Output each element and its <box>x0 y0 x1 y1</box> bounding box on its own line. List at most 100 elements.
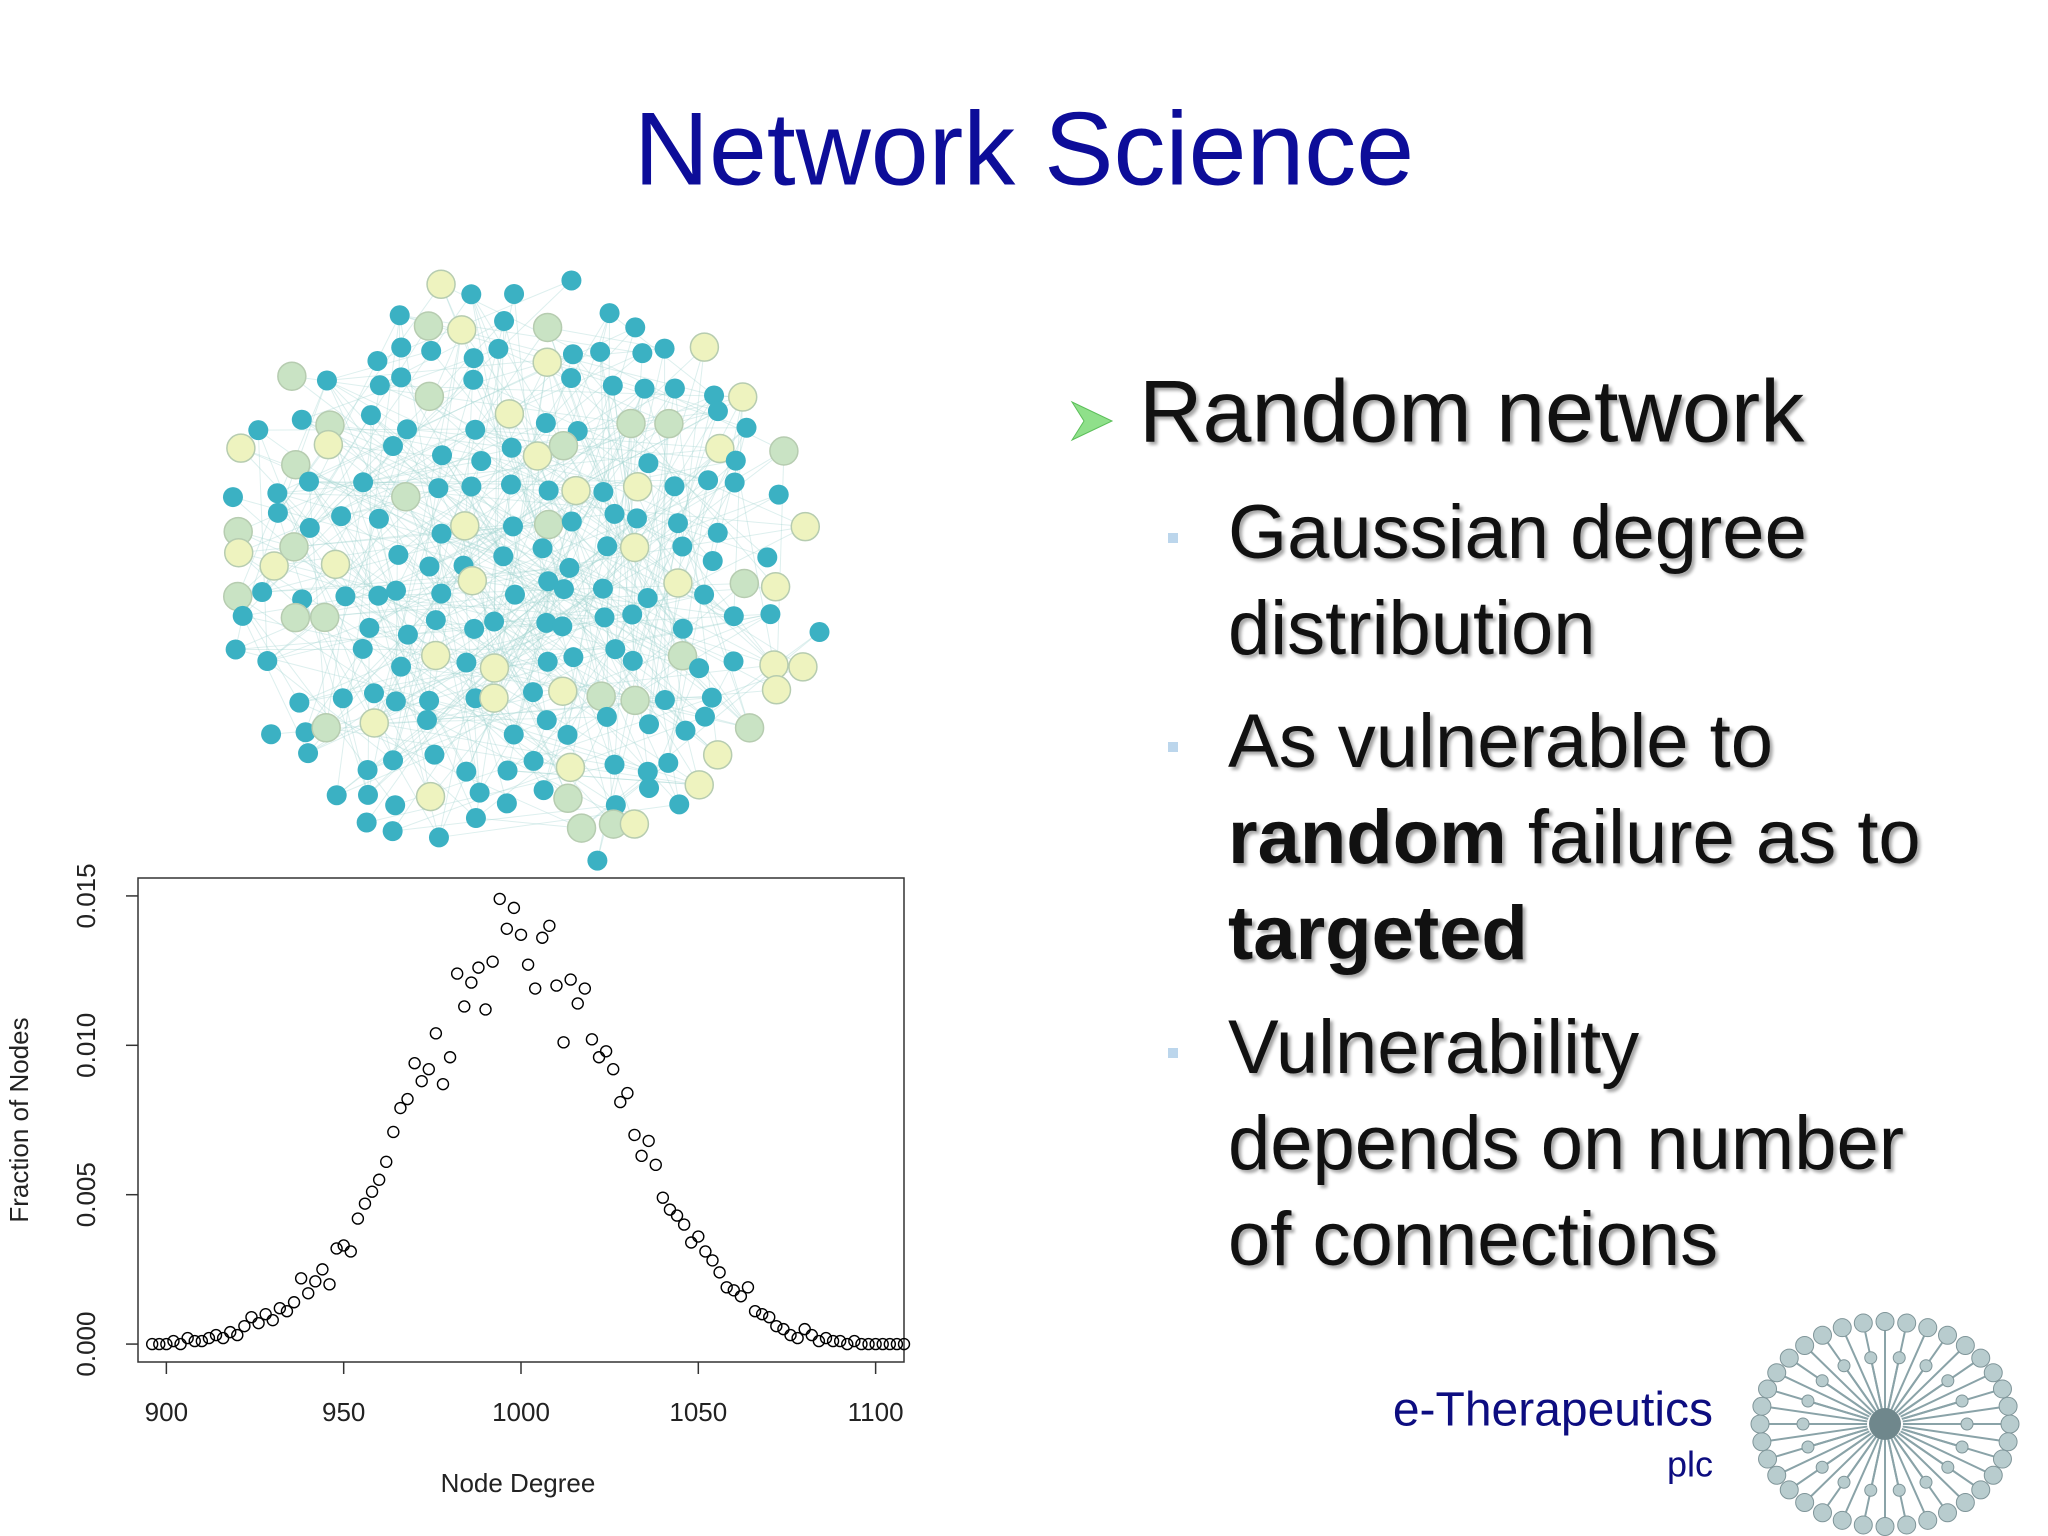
point <box>486 955 499 968</box>
node <box>538 571 559 592</box>
point <box>791 1331 804 1345</box>
edge <box>273 325 429 567</box>
point <box>231 1328 244 1342</box>
edge <box>257 430 268 662</box>
edge <box>405 496 442 594</box>
edge <box>307 616 605 754</box>
node <box>522 682 543 703</box>
point <box>266 1313 279 1327</box>
node <box>702 551 723 572</box>
edge <box>648 423 670 725</box>
node <box>456 652 477 673</box>
node <box>359 617 380 638</box>
edge <box>326 380 636 701</box>
node <box>479 653 510 683</box>
node <box>421 340 442 361</box>
node <box>761 675 792 705</box>
logo-spoke <box>1807 1400 1869 1420</box>
logo-dot <box>1892 1483 1906 1497</box>
point <box>252 1316 265 1330</box>
point <box>876 1337 889 1351</box>
edge <box>277 492 406 498</box>
logo-spoke <box>1898 1379 1949 1416</box>
node <box>320 549 351 580</box>
logo-spoke <box>1803 1344 1875 1414</box>
node <box>479 683 509 713</box>
node <box>620 685 650 716</box>
node <box>654 408 684 439</box>
node <box>464 618 485 639</box>
node <box>502 516 523 537</box>
point <box>344 1245 357 1258</box>
node <box>592 578 613 599</box>
text-run: As vulnerable to <box>1228 699 1773 784</box>
node <box>619 809 650 839</box>
logo-dot <box>1955 1440 1969 1454</box>
node <box>561 475 591 506</box>
edge <box>648 462 709 481</box>
node <box>599 303 620 324</box>
edge <box>704 631 820 718</box>
edge <box>648 667 700 789</box>
node <box>536 612 557 633</box>
edge <box>614 347 705 650</box>
logo-dot <box>1801 1440 1815 1454</box>
node <box>295 722 316 743</box>
point <box>819 1331 833 1345</box>
point <box>323 1278 336 1291</box>
node <box>638 453 659 474</box>
edge <box>329 424 472 487</box>
node <box>622 604 643 625</box>
edge <box>378 329 463 519</box>
logo-dot <box>1971 1480 1991 1500</box>
node <box>419 690 440 711</box>
point <box>387 1125 400 1139</box>
node <box>559 557 580 578</box>
node <box>597 536 618 557</box>
edge <box>473 379 806 528</box>
point <box>862 1337 875 1351</box>
point <box>443 1051 457 1064</box>
node <box>727 382 758 412</box>
node <box>632 343 653 364</box>
node <box>359 708 390 738</box>
edge <box>463 565 775 666</box>
node <box>226 433 256 463</box>
node <box>596 706 617 727</box>
point <box>188 1334 201 1348</box>
logo-dot <box>1795 1335 1815 1355</box>
edge <box>572 657 635 825</box>
node <box>463 348 484 369</box>
node <box>493 546 514 567</box>
point <box>302 1287 315 1300</box>
node <box>788 652 818 682</box>
point <box>826 1334 840 1348</box>
logo-dot <box>1795 1493 1815 1513</box>
edge <box>395 666 804 806</box>
x-tick-label: 1100 <box>848 1397 904 1427</box>
logo-dot <box>1864 1351 1878 1365</box>
logo-spoke <box>1901 1428 1963 1448</box>
sub-bullet-line: Gaussian degree <box>1228 490 1807 575</box>
sub-bullet <box>1168 1048 1178 1058</box>
logo-dot <box>1853 1515 1873 1535</box>
company-suffix: plc <box>1667 1444 1713 1485</box>
edge <box>232 496 565 590</box>
node <box>425 610 446 631</box>
logo-dot <box>1853 1313 1873 1333</box>
edge <box>267 660 394 761</box>
bullet-arrow <box>1070 400 1114 442</box>
edge <box>271 689 777 735</box>
edge <box>370 414 633 615</box>
point <box>585 1033 599 1046</box>
point <box>145 1337 159 1351</box>
edge <box>474 327 549 431</box>
edge <box>274 524 549 567</box>
logo-dot <box>1983 1465 2003 1485</box>
point <box>415 1074 428 1088</box>
point <box>465 976 478 989</box>
node <box>465 419 486 440</box>
logo-dot <box>1779 1348 1799 1368</box>
node <box>385 795 406 816</box>
edge <box>262 567 570 593</box>
